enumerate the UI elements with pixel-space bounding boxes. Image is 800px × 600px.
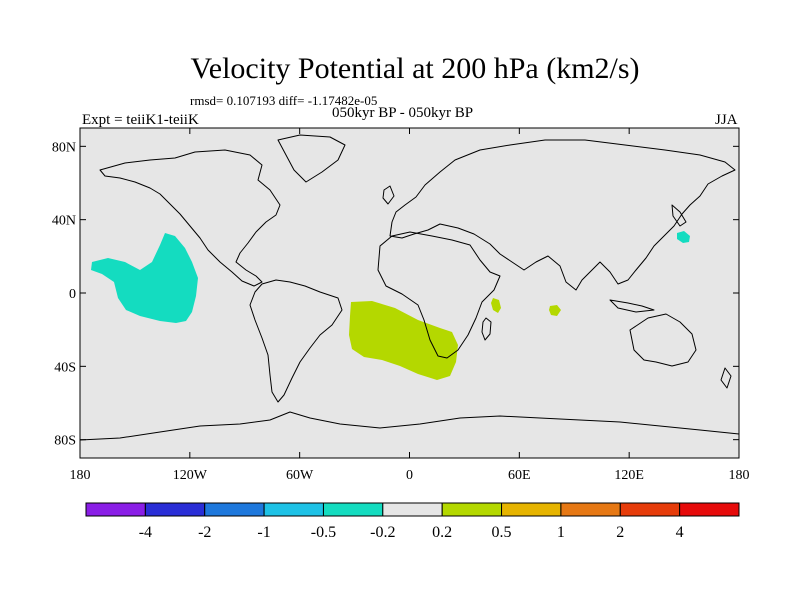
lat-tick-label: 40S	[54, 360, 76, 375]
lat-tick-label: 80N	[52, 140, 76, 155]
anomaly-region-madagascar	[491, 298, 501, 313]
colorbar-boxes	[85, 502, 740, 517]
coastline-south-america	[249, 279, 343, 403]
colorbar-box	[204, 502, 265, 517]
season-label: JJA	[715, 112, 738, 128]
lon-tick-label: 120E	[614, 468, 644, 483]
colorbar-box	[382, 502, 443, 517]
plot-title: Velocity Potential at 200 hPa (km2/s)	[190, 52, 640, 85]
colorbar-label: -4	[139, 524, 152, 541]
lat-tick-label: 40N	[52, 214, 76, 229]
coastline-australia	[629, 313, 697, 367]
coastline-uk	[382, 185, 395, 205]
lon-tick-label: 60E	[508, 468, 531, 483]
lon-tick-label: 180	[70, 468, 91, 483]
stats-label: rmsd= 0.107193 diff= -1.17482e-05	[190, 93, 378, 108]
lat-tick-label: 80S	[54, 434, 76, 449]
colorbar: -4 -2 -1 -0.5 -0.2 0.2 0.5 1 2 4	[85, 502, 740, 541]
colorbar-box	[441, 502, 503, 517]
lat-tick-label: 0	[69, 287, 76, 302]
colorbar-label: 4	[676, 524, 684, 541]
coastline-new-zealand	[720, 367, 732, 389]
colorbar-box	[619, 502, 681, 517]
coastline-greenland	[277, 134, 346, 183]
period-label: 050kyr BP - 050kyr BP	[332, 105, 474, 121]
anomaly-region-indian-ocean	[549, 305, 561, 316]
lon-tick-label: 0	[406, 468, 413, 483]
anomaly-region-south-atlantic	[349, 301, 458, 380]
colorbar-box	[501, 502, 562, 517]
coastline-eurasia	[389, 139, 736, 291]
anomaly-regions	[91, 231, 690, 380]
colorbar-label: 0.5	[492, 524, 512, 541]
colorbar-box	[85, 502, 146, 517]
colorbar-label: -1	[257, 524, 270, 541]
colorbar-box	[560, 502, 621, 517]
colorbar-label: -0.5	[311, 524, 336, 541]
colorbar-box	[679, 502, 740, 517]
experiment-label: Expt = teiiK1-teiiK	[82, 112, 199, 128]
coastline-indonesia	[609, 299, 655, 313]
colorbar-label: 1	[557, 524, 565, 541]
coastline-antarctica	[79, 411, 740, 441]
coastline-africa	[377, 231, 501, 359]
colorbar-box	[144, 502, 206, 517]
axis-ticks	[79, 128, 740, 458]
colorbar-label: 2	[616, 524, 624, 541]
coastline-north-america	[99, 149, 281, 287]
colorbar-label: 0.2	[432, 524, 452, 541]
colorbar-labels: -4 -2 -1 -0.5 -0.2 0.2 0.5 1 2 4	[139, 524, 684, 541]
lon-tick-label: 60W	[286, 468, 314, 483]
colorbar-label: -2	[198, 524, 211, 541]
colorbar-box	[322, 502, 384, 517]
axis-tick-labels: 80N 40N 0 40S 80S 180 120W 60W 0 60E 120E 180	[52, 140, 750, 483]
anomaly-region-central-pacific	[91, 233, 198, 323]
colorbar-label: -0.2	[370, 524, 395, 541]
lon-tick-label: 180	[729, 468, 750, 483]
coastline-japan	[671, 204, 687, 227]
lon-tick-label: 120W	[173, 468, 208, 483]
anomaly-region-japan	[677, 231, 690, 243]
coastlines	[79, 134, 740, 441]
coastline-madagascar	[481, 317, 492, 341]
colorbar-box	[263, 502, 324, 517]
